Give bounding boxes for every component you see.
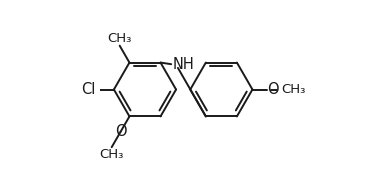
Text: CH₃: CH₃	[100, 148, 124, 161]
Text: CH₃: CH₃	[107, 32, 132, 45]
Text: Cl: Cl	[81, 82, 95, 97]
Text: O: O	[268, 82, 279, 97]
Text: NH: NH	[172, 57, 194, 72]
Text: CH₃: CH₃	[281, 83, 305, 96]
Text: O: O	[115, 124, 126, 139]
